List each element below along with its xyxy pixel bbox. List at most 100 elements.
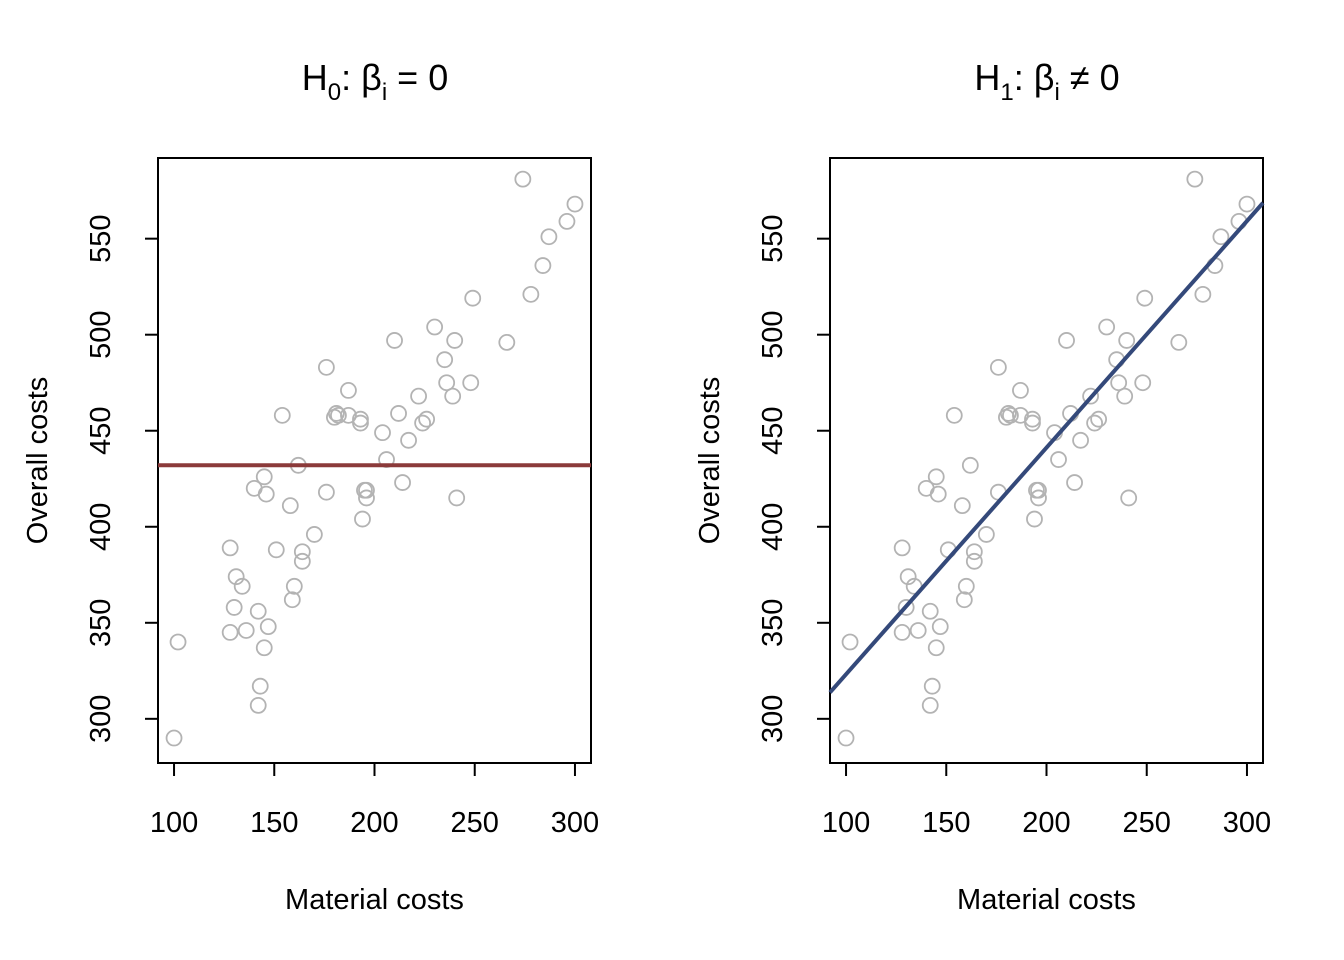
plot-frame [829,157,1264,764]
data-point [283,591,301,609]
data-point [1026,510,1043,528]
data-point [448,489,466,507]
panel-alternative-hypothesis: H1: βi ≠ 0 100 150 200 250 300 300 350 400 450 50… [694,57,1271,916]
data-point [1066,474,1083,491]
data-point [977,526,995,543]
data-point [317,358,335,376]
panel-title: H1: βi ≠ 0 [974,57,1119,106]
data-point [305,526,323,543]
data-point [965,552,983,570]
data-point [957,577,975,595]
data-point [358,481,375,499]
data-point [1120,489,1138,507]
tick-group: 100 150 200 250 300 300 350 400 450 500 550 [85,214,599,839]
data-point [923,677,941,695]
panel-null-hypothesis: H0: βi = 0 100 150 200 250 300 300 350 400 450 50… [22,57,599,916]
data-point [909,622,927,639]
data-point [953,497,971,515]
x-tick-label: 250 [451,807,499,839]
tick-group: 100 150 200 250 300 300 350 400 450 500 550 [757,214,1271,839]
y-tick-label: 300 [85,695,117,743]
point-group [837,170,1256,747]
data-point [464,289,482,307]
panel-title: H0: βi = 0 [302,57,448,106]
x-tick-label: 200 [1022,807,1070,839]
data-point [1136,289,1154,307]
y-axis-title: Overall costs [694,377,726,545]
data-point [317,483,335,501]
data-point [390,405,407,422]
data-point [340,381,357,399]
data-point [410,387,428,405]
data-point [1116,387,1134,405]
data-point [965,543,983,561]
data-point [1000,405,1017,422]
y-tick-label: 350 [85,599,117,647]
data-point [438,374,456,392]
y-axis-title: Overall costs [22,377,54,545]
data-point [1170,333,1188,351]
data-point [1186,170,1204,188]
y-tick-label: 500 [757,311,789,359]
data-point [444,387,462,405]
data-point [386,332,403,349]
data-point [221,539,239,557]
data-point [462,374,480,392]
data-point [1212,228,1230,246]
data-point [566,195,584,213]
y-tick-label: 300 [757,695,789,743]
data-point [1058,332,1075,349]
data-point [330,406,347,424]
data-point [837,729,855,747]
data-point [955,591,973,609]
x-tick-label: 300 [1223,807,1271,839]
data-point [352,414,369,432]
data-point [540,228,558,246]
data-point [340,406,357,424]
y-tick-label: 550 [757,214,789,262]
data-point [352,410,369,428]
data-point [1194,285,1212,303]
data-point [251,677,269,695]
data-point [1086,414,1104,432]
data-point [169,633,187,651]
data-point [418,410,436,428]
data-point [237,622,255,639]
data-point [1050,451,1067,468]
data-point [1024,410,1041,428]
data-point [293,552,311,570]
x-axis-title: Material costs [285,884,464,916]
data-point [426,318,444,336]
point-group [165,170,584,747]
data-point [989,358,1007,376]
data-point [1030,489,1047,507]
data-point [1002,406,1019,424]
data-point [927,639,945,657]
data-point [931,618,949,636]
data-point [897,599,915,616]
data-point [255,639,273,657]
data-point [514,170,532,188]
data-point [257,485,275,503]
data-point [255,468,273,486]
data-point [927,468,945,486]
x-tick-label: 200 [350,807,398,839]
x-tick-label: 100 [150,807,198,839]
y-tick-label: 550 [85,214,117,262]
data-point [1118,332,1136,349]
data-point [1012,406,1029,424]
data-point [498,333,516,351]
data-point [893,623,911,641]
data-point [921,696,939,714]
data-point [929,485,947,503]
data-point [400,431,417,449]
data-point [893,539,911,557]
data-point [1030,481,1047,499]
data-point [1090,410,1108,428]
x-tick-label: 300 [551,807,599,839]
data-point [1012,381,1029,399]
y-tick-label: 400 [85,503,117,551]
data-point [436,351,454,369]
data-point [267,541,285,559]
